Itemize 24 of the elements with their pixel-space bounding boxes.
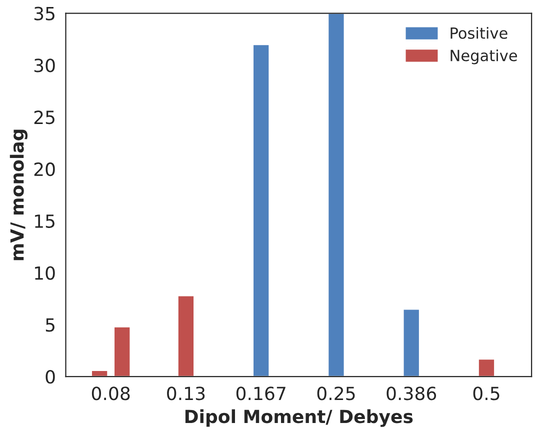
x-tick-label: 0.167	[236, 386, 286, 400]
y-tick-label: 0	[46, 370, 55, 384]
y-tick-label: 20	[34, 162, 55, 176]
y-tick-label: 5	[46, 318, 54, 332]
bar	[402, 308, 420, 377]
x-tick-label: 0.5	[473, 386, 500, 400]
bar	[478, 358, 496, 377]
y-tick-label: 30	[34, 58, 55, 72]
bar	[327, 13, 346, 377]
x-axis-title: Dipol Moment/ Debyes	[185, 409, 413, 427]
y-tick-label: 25	[34, 110, 54, 124]
y-axis-title: mV/ monolag	[10, 130, 28, 260]
x-tick-label: 0.08	[92, 386, 130, 400]
x-tick-label: 0.25	[317, 386, 355, 400]
legend-label: Negative	[450, 49, 517, 64]
x-tick-label: 0.386	[386, 386, 436, 400]
bar	[252, 44, 270, 377]
y-tick-label: 35	[34, 6, 54, 20]
legend-label: Positive	[450, 27, 508, 39]
y-tick-label: 10	[35, 266, 55, 280]
y-tick-label: 15	[35, 214, 54, 228]
bar	[177, 294, 195, 377]
x-tick-label: 0.13	[167, 386, 205, 400]
bar	[90, 370, 109, 377]
